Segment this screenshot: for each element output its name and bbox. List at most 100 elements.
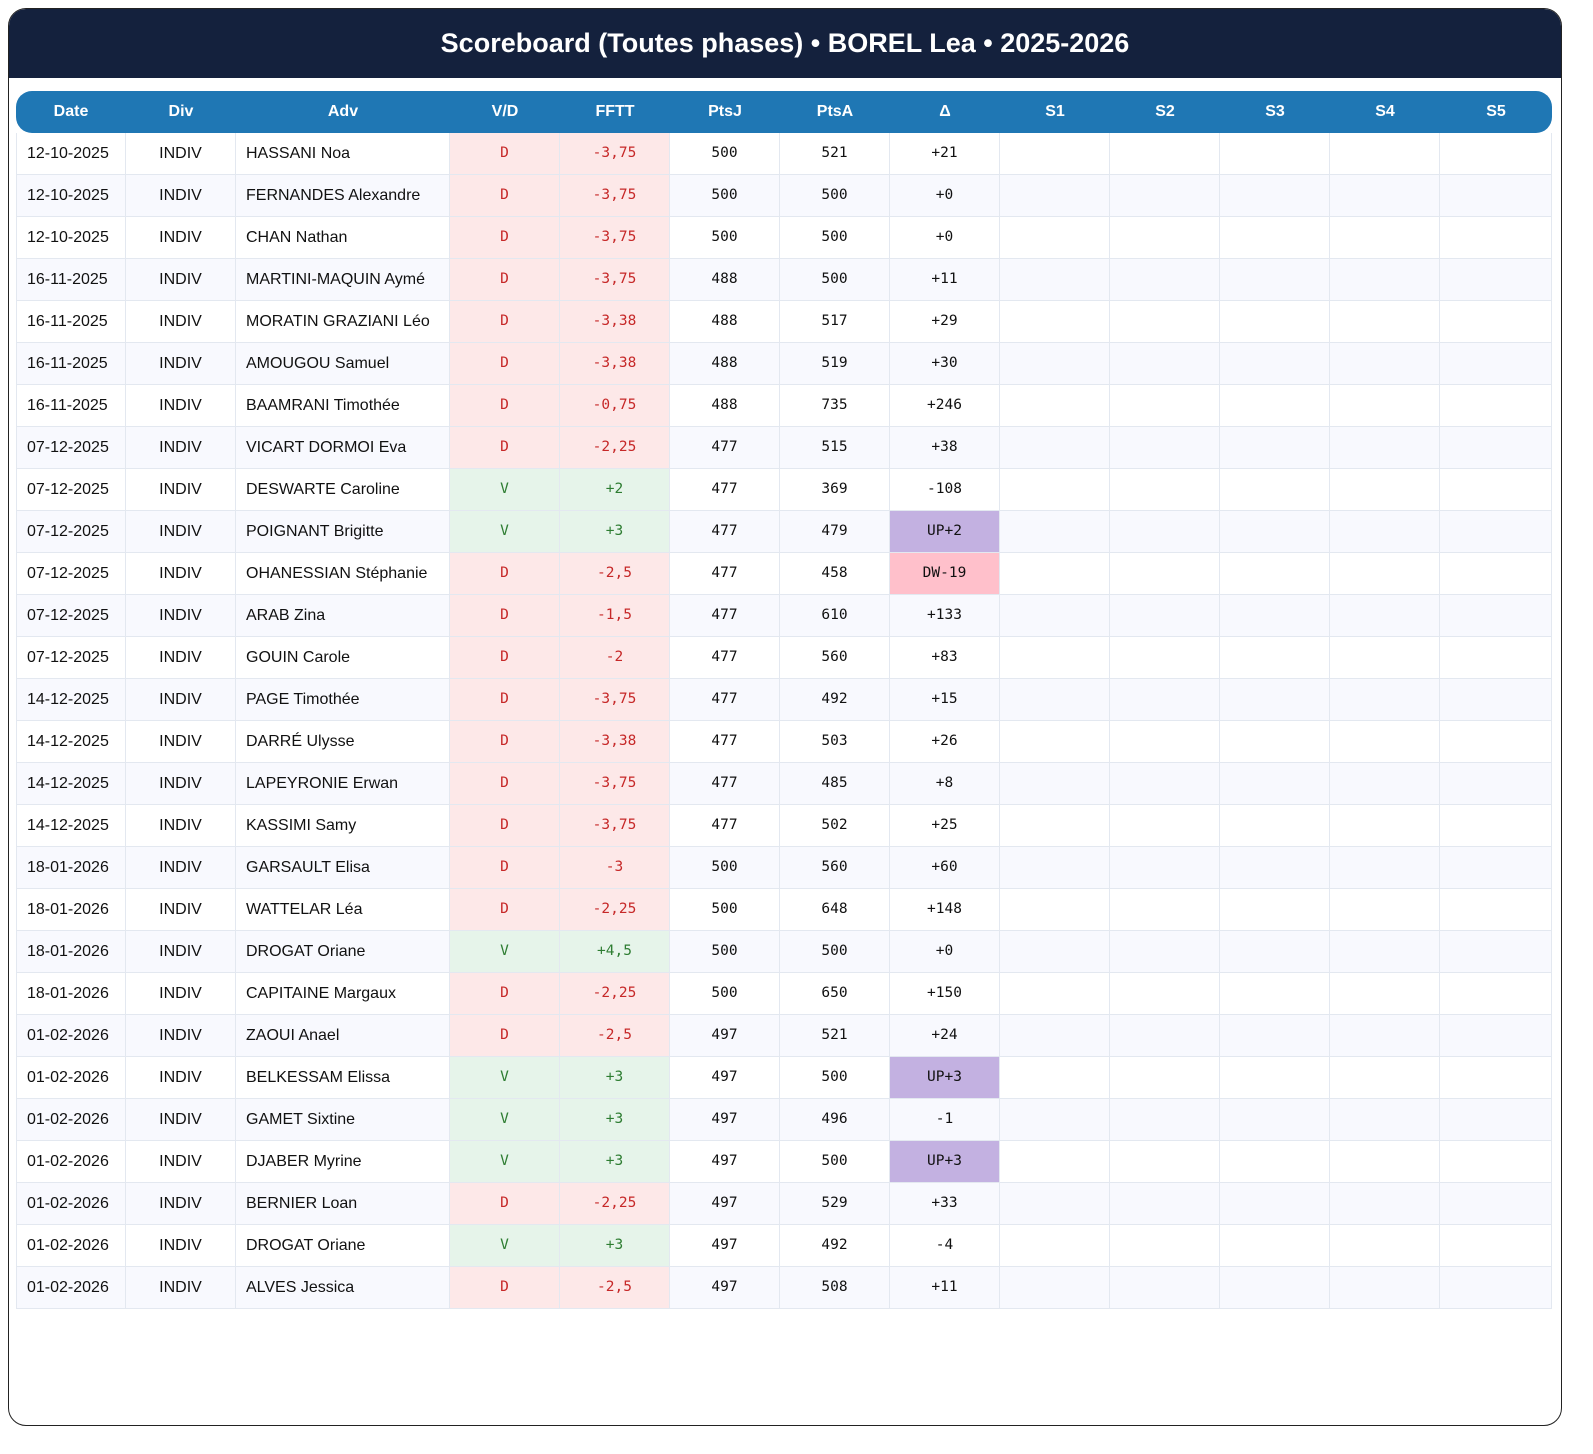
cell-s3 (1220, 133, 1330, 175)
cell-delta: UP+2 (890, 511, 1000, 553)
cell-s1 (1000, 217, 1110, 259)
cell-date: 01-02-2026 (16, 1183, 126, 1225)
cell-s3 (1220, 1267, 1330, 1309)
table-row: 01-02-2026 INDIV BERNIER Loan D -2,25 497 529 +… (16, 1183, 1552, 1225)
cell-adv: DJABER Myrine (236, 1141, 450, 1183)
column-header-s1[interactable]: S1 (1000, 91, 1110, 133)
cell-s5 (1440, 637, 1552, 679)
cell-s1 (1000, 931, 1110, 973)
cell-div: INDIV (126, 133, 236, 175)
cell-s1 (1000, 427, 1110, 469)
cell-date: 18-01-2026 (16, 889, 126, 931)
cell-fftt: +3 (560, 1099, 670, 1141)
cell-delta: +60 (890, 847, 1000, 889)
cell-s3 (1220, 1225, 1330, 1267)
column-header-s2[interactable]: S2 (1110, 91, 1220, 133)
cell-delta: +30 (890, 343, 1000, 385)
cell-ptsa: 515 (780, 427, 890, 469)
cell-s3 (1220, 553, 1330, 595)
cell-s5 (1440, 301, 1552, 343)
cell-div: INDIV (126, 175, 236, 217)
cell-ptsj: 497 (670, 1099, 780, 1141)
cell-adv: BELKESSAM Elissa (236, 1057, 450, 1099)
cell-fftt: -3,75 (560, 763, 670, 805)
cell-s4 (1330, 511, 1440, 553)
cell-delta: UP+3 (890, 1057, 1000, 1099)
column-header-ptsj[interactable]: PtsJ (670, 91, 780, 133)
cell-s5 (1440, 847, 1552, 889)
cell-adv: BAAMRANI Timothée (236, 385, 450, 427)
cell-date: 07-12-2025 (16, 427, 126, 469)
cell-ptsj: 500 (670, 217, 780, 259)
column-header-adv[interactable]: Adv (236, 91, 450, 133)
cell-fftt: -2,5 (560, 1267, 670, 1309)
column-header-vd[interactable]: V/D (450, 91, 560, 133)
cell-ptsj: 477 (670, 679, 780, 721)
cell-date: 12-10-2025 (16, 133, 126, 175)
column-header-s3[interactable]: S3 (1220, 91, 1330, 133)
column-header-fftt[interactable]: FFTT (560, 91, 670, 133)
cell-div: INDIV (126, 679, 236, 721)
cell-ptsj: 477 (670, 763, 780, 805)
cell-s2 (1110, 259, 1220, 301)
cell-result: D (450, 847, 560, 889)
cell-s1 (1000, 469, 1110, 511)
cell-div: INDIV (126, 637, 236, 679)
cell-s4 (1330, 217, 1440, 259)
cell-s1 (1000, 259, 1110, 301)
cell-result: D (450, 679, 560, 721)
cell-ptsj: 500 (670, 133, 780, 175)
column-header-s4[interactable]: S4 (1330, 91, 1440, 133)
cell-s2 (1110, 637, 1220, 679)
column-header-date[interactable]: Date (16, 91, 126, 133)
table-row: 14-12-2025 INDIV PAGE Timothée D -3,75 477 492… (16, 679, 1552, 721)
cell-s4 (1330, 763, 1440, 805)
cell-result: D (450, 175, 560, 217)
cell-s4 (1330, 259, 1440, 301)
cell-s2 (1110, 217, 1220, 259)
table-row: 07-12-2025 INDIV POIGNANT Brigitte V +3 477 47… (16, 511, 1552, 553)
cell-s4 (1330, 469, 1440, 511)
cell-result: V (450, 1141, 560, 1183)
scoreboard-table: Date Div Adv V/D FFTT PtsJ PtsA Δ S1 S2 S3 S4 S5 12-… (16, 91, 1552, 1309)
cell-adv: DROGAT Oriane (236, 1225, 450, 1267)
cell-adv: KASSIMI Samy (236, 805, 450, 847)
column-header-delta[interactable]: Δ (890, 91, 1000, 133)
cell-div: INDIV (126, 973, 236, 1015)
cell-s5 (1440, 553, 1552, 595)
cell-ptsj: 497 (670, 1141, 780, 1183)
cell-s5 (1440, 175, 1552, 217)
cell-ptsa: 648 (780, 889, 890, 931)
cell-s5 (1440, 385, 1552, 427)
cell-result: D (450, 301, 560, 343)
cell-div: INDIV (126, 1015, 236, 1057)
cell-ptsa: 369 (780, 469, 890, 511)
cell-result: D (450, 1267, 560, 1309)
column-header-ptsa[interactable]: PtsA (780, 91, 890, 133)
cell-s5 (1440, 721, 1552, 763)
cell-s5 (1440, 1267, 1552, 1309)
cell-ptsa: 560 (780, 847, 890, 889)
cell-ptsj: 500 (670, 931, 780, 973)
cell-date: 01-02-2026 (16, 1141, 126, 1183)
cell-div: INDIV (126, 889, 236, 931)
cell-fftt: -3,75 (560, 217, 670, 259)
cell-delta: +11 (890, 1267, 1000, 1309)
cell-s5 (1440, 1099, 1552, 1141)
column-header-div[interactable]: Div (126, 91, 236, 133)
column-header-s5[interactable]: S5 (1440, 91, 1552, 133)
cell-ptsj: 500 (670, 889, 780, 931)
cell-ptsj: 477 (670, 469, 780, 511)
cell-s4 (1330, 1267, 1440, 1309)
cell-s3 (1220, 763, 1330, 805)
cell-div: INDIV (126, 343, 236, 385)
cell-adv: AMOUGOU Samuel (236, 343, 450, 385)
cell-div: INDIV (126, 931, 236, 973)
cell-s4 (1330, 595, 1440, 637)
cell-delta: +150 (890, 973, 1000, 1015)
cell-fftt: -2,5 (560, 553, 670, 595)
table-row: 18-01-2026 INDIV WATTELAR Léa D -2,25 500 648 +… (16, 889, 1552, 931)
cell-s3 (1220, 1057, 1330, 1099)
cell-ptsa: 500 (780, 175, 890, 217)
table-row: 12-10-2025 INDIV FERNANDES Alexandre D -3,75… (16, 175, 1552, 217)
